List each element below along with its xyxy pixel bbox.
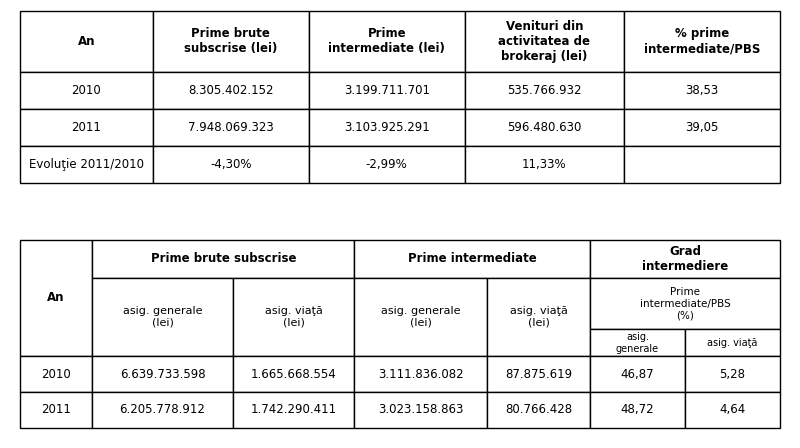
Bar (685, 329, 780, 356)
Bar (354, 240, 590, 278)
Bar (590, 392, 685, 428)
Text: 2011: 2011 (41, 403, 71, 417)
Text: 535.766.932: 535.766.932 (507, 84, 582, 97)
Bar (309, 11, 465, 72)
Bar (20, 146, 153, 183)
Text: Venituri din
activitatea de
brokeraj (lei): Venituri din activitatea de brokeraj (le… (498, 20, 590, 63)
Text: Prime
intermediate (lei): Prime intermediate (lei) (328, 27, 445, 56)
Bar (624, 146, 780, 183)
Bar (487, 278, 590, 356)
Bar (92, 240, 354, 278)
Bar (153, 11, 309, 72)
Bar (92, 356, 233, 392)
Text: 2011: 2011 (71, 121, 102, 134)
Bar (309, 72, 465, 109)
Text: Prime brute subscrise: Prime brute subscrise (150, 252, 296, 265)
Bar (487, 356, 590, 392)
Bar (465, 146, 624, 183)
Bar (487, 392, 590, 428)
Text: asig. viaţă: asig. viaţă (707, 338, 758, 348)
Bar (92, 392, 233, 428)
Bar (309, 109, 465, 146)
Text: -2,99%: -2,99% (366, 158, 407, 171)
Bar (465, 109, 624, 146)
Bar (685, 356, 780, 392)
Text: 87.875.619: 87.875.619 (505, 367, 572, 381)
Text: 3.023.158.863: 3.023.158.863 (378, 403, 463, 417)
Text: 2010: 2010 (42, 367, 71, 381)
Text: 38,53: 38,53 (686, 84, 718, 97)
Bar (624, 11, 780, 72)
Text: 596.480.630: 596.480.630 (507, 121, 582, 134)
Text: 7.948.069.323: 7.948.069.323 (188, 121, 274, 134)
Text: 11,33%: 11,33% (522, 158, 566, 171)
Text: An: An (78, 35, 95, 48)
Bar (624, 109, 780, 146)
Bar (153, 72, 309, 109)
Bar (153, 109, 309, 146)
Bar (465, 72, 624, 109)
Text: asig.
generale: asig. generale (616, 332, 659, 353)
Bar (233, 278, 354, 356)
Text: 8.305.402.152: 8.305.402.152 (188, 84, 274, 97)
Bar (20, 11, 153, 72)
Text: asig. generale
(lei): asig. generale (lei) (122, 306, 202, 328)
Bar (590, 278, 780, 329)
Bar (20, 392, 92, 428)
Text: Evoluţie 2011/2010: Evoluţie 2011/2010 (29, 158, 144, 171)
Text: Prime
intermediate/PBS
(%): Prime intermediate/PBS (%) (640, 287, 730, 320)
Bar (354, 392, 487, 428)
Bar (590, 329, 685, 356)
Bar (233, 392, 354, 428)
Bar (590, 240, 780, 278)
Text: 1.665.668.554: 1.665.668.554 (250, 367, 337, 381)
Bar (20, 72, 153, 109)
Text: 39,05: 39,05 (686, 121, 718, 134)
Bar (354, 278, 487, 356)
Text: 4,64: 4,64 (719, 403, 746, 417)
Bar (153, 146, 309, 183)
Bar (20, 240, 92, 356)
Text: 2010: 2010 (72, 84, 102, 97)
Text: 3.103.925.291: 3.103.925.291 (344, 121, 430, 134)
Text: 46,87: 46,87 (621, 367, 654, 381)
Text: Grad
intermediere: Grad intermediere (642, 245, 728, 273)
Bar (465, 11, 624, 72)
Text: asig. generale
(lei): asig. generale (lei) (381, 306, 461, 328)
Text: % prime
intermediate/PBS: % prime intermediate/PBS (644, 27, 760, 56)
Text: Prime intermediate: Prime intermediate (408, 252, 537, 265)
Text: Prime brute
subscrise (lei): Prime brute subscrise (lei) (184, 27, 278, 56)
Bar (20, 109, 153, 146)
Text: An: An (47, 291, 65, 305)
Text: 3.111.836.082: 3.111.836.082 (378, 367, 464, 381)
Bar (233, 356, 354, 392)
Text: 3.199.711.701: 3.199.711.701 (344, 84, 430, 97)
Text: 48,72: 48,72 (621, 403, 654, 417)
Text: asig. viaţă
(lei): asig. viaţă (lei) (510, 306, 568, 328)
Text: 6.205.778.912: 6.205.778.912 (119, 403, 206, 417)
Bar (309, 146, 465, 183)
Text: asig. viaţă
(lei): asig. viaţă (lei) (265, 306, 322, 328)
Bar (354, 356, 487, 392)
Bar (590, 356, 685, 392)
Text: 5,28: 5,28 (719, 367, 746, 381)
Bar (685, 392, 780, 428)
Text: 1.742.290.411: 1.742.290.411 (250, 403, 337, 417)
Bar (624, 72, 780, 109)
Bar (20, 356, 92, 392)
Bar (92, 278, 233, 356)
Text: 80.766.428: 80.766.428 (505, 403, 572, 417)
Text: -4,30%: -4,30% (210, 158, 252, 171)
Text: 6.639.733.598: 6.639.733.598 (120, 367, 206, 381)
